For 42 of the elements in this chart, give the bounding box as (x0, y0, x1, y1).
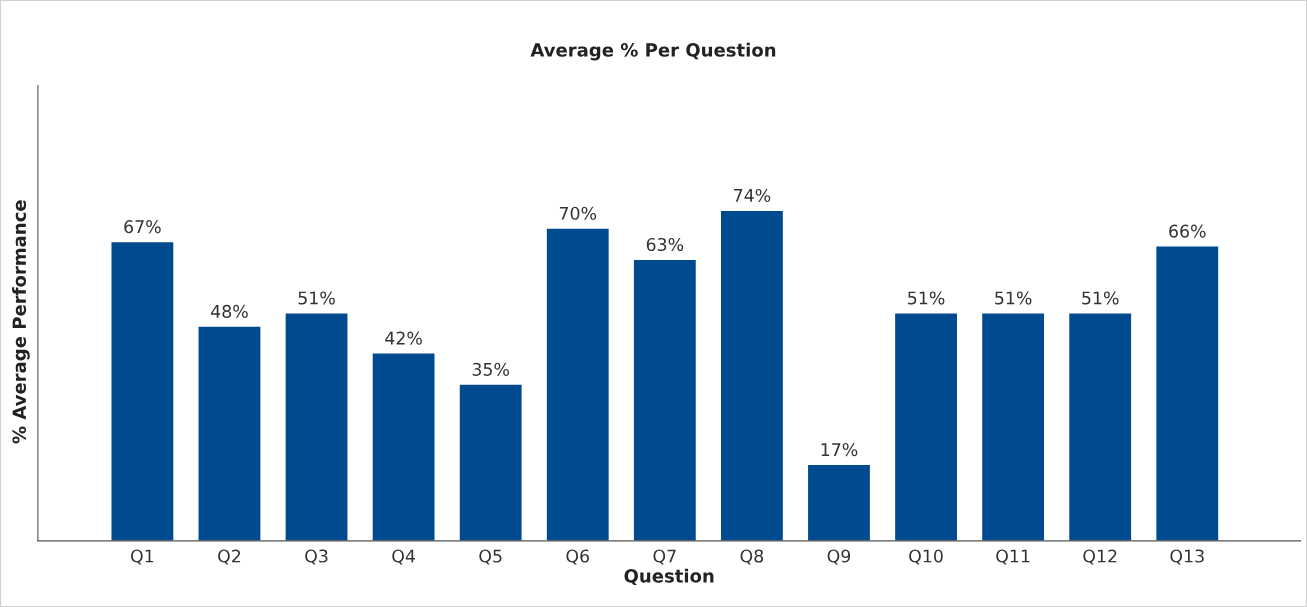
data-label: 48% (211, 304, 248, 318)
x-tick-label: Q7 (653, 549, 676, 565)
x-tick-label: Q9 (827, 549, 851, 565)
x-tick-label: Q3 (305, 549, 328, 565)
bar (459, 384, 522, 541)
data-label: 51% (1082, 291, 1119, 305)
x-tick-label: Q13 (1170, 549, 1204, 565)
x-tick-label: Q12 (1083, 549, 1117, 565)
data-label: 35% (472, 362, 510, 376)
bar (546, 228, 609, 541)
chart-title: Average % Per Question (530, 42, 776, 61)
data-label: 51% (298, 291, 335, 305)
data-label: 63% (646, 237, 684, 252)
bar (720, 210, 783, 541)
x-tick-label: Q10 (909, 549, 943, 565)
x-tick-label: Q2 (218, 549, 241, 565)
data-label: 42% (385, 331, 422, 345)
data-label: 17% (821, 443, 858, 457)
x-tick-label: Q5 (479, 549, 502, 565)
data-label: 74% (734, 188, 771, 203)
bar (982, 313, 1045, 541)
data-label: 70% (559, 206, 597, 220)
x-tick-label: Q11 (996, 549, 1030, 565)
x-axis-title: Question (624, 568, 714, 586)
x-tick-label: Q8 (740, 549, 764, 565)
bar (1069, 313, 1132, 541)
bar (372, 353, 435, 541)
y-axis-title: % Average Performance (12, 200, 30, 444)
data-label: 51% (908, 291, 945, 305)
bar (633, 259, 696, 541)
bar (285, 313, 348, 541)
data-label: 66% (1169, 224, 1206, 238)
bar (198, 326, 261, 541)
data-label: 67% (124, 220, 161, 234)
x-tick-label: Q6 (566, 549, 590, 565)
bar (808, 465, 870, 541)
x-tick-label: Q4 (392, 549, 415, 565)
bar (895, 313, 957, 541)
data-label: 51% (995, 291, 1032, 305)
x-tick-label: Q1 (131, 549, 154, 565)
bar (1156, 246, 1219, 541)
bar (111, 242, 174, 541)
